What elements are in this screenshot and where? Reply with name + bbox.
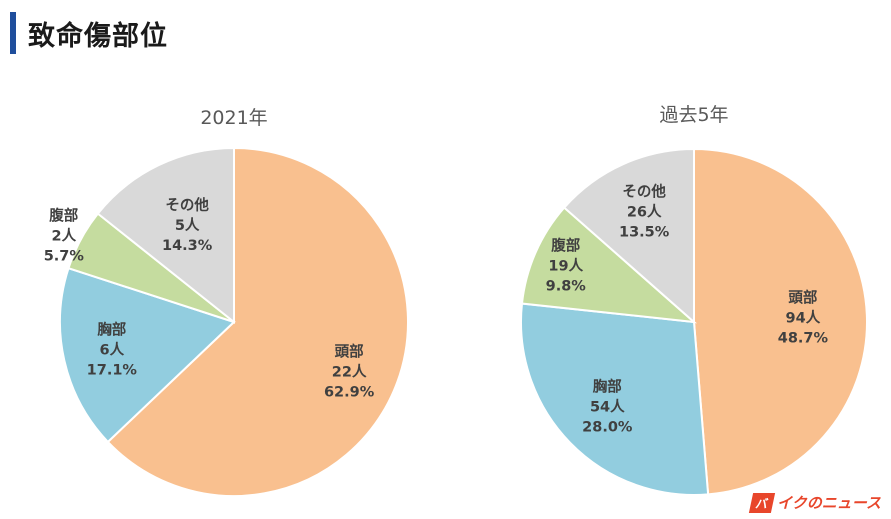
slice-label-chest-count-0: 6人 xyxy=(100,342,125,359)
slice-label-chest-pct-0: 17.1% xyxy=(87,363,138,379)
slice-label-head-count-0: 22人 xyxy=(332,363,367,380)
pie-slice-chest-0 xyxy=(59,266,236,444)
slice-label-chest-count-1: 54人 xyxy=(590,399,625,416)
pie-slice-head-1 xyxy=(693,147,868,496)
slice-label-other-pct-1: 13.5% xyxy=(619,225,670,241)
slice-label-other-name-0: その他 xyxy=(165,196,209,214)
slice-label-head-name-0: 頭部 xyxy=(335,342,364,360)
slice-label-other-count-1: 26人 xyxy=(627,204,662,221)
page-title: 致命傷部位 xyxy=(28,20,168,52)
slice-label-abdomen-pct-0: 5.7% xyxy=(44,248,85,264)
slice-label-other-count-0: 5人 xyxy=(175,217,200,234)
slice-label-head-pct-1: 48.7% xyxy=(778,331,829,347)
slice-label-abdomen-count-1: 19人 xyxy=(548,258,583,275)
slice-label-other-name-1: その他 xyxy=(622,183,666,201)
slice-label-head-pct-0: 62.9% xyxy=(324,384,375,400)
pie-slice-chest-1 xyxy=(520,302,710,496)
slice-label-head-name-1: 頭部 xyxy=(788,289,817,307)
logo-mark: バ xyxy=(748,492,776,513)
heading-accent-bar xyxy=(10,12,16,54)
pie-slice-head-0 xyxy=(106,146,409,497)
chart-title-5years: 過去5年 xyxy=(659,104,728,126)
slice-label-head-count-1: 94人 xyxy=(786,310,821,327)
chart-title-2021: 2021年 xyxy=(200,107,267,129)
site-logo: バ イクのニュース xyxy=(748,492,881,513)
pie-slice-other-0 xyxy=(96,146,235,325)
section-heading: 致命傷部位 xyxy=(10,8,168,58)
slice-label-chest-name-1: 胸部 xyxy=(593,378,622,396)
pie-slice-other-1 xyxy=(562,147,695,325)
slice-label-abdomen-name-0: 腹部 xyxy=(49,206,78,224)
slice-label-abdomen-pct-1: 9.8% xyxy=(546,279,587,295)
slice-label-abdomen-count-0: 2人 xyxy=(52,227,77,244)
slice-label-other-pct-0: 14.3% xyxy=(162,238,213,254)
slice-label-abdomen-name-1: 腹部 xyxy=(551,237,580,255)
slice-label-chest-name-0: 胸部 xyxy=(97,321,126,339)
pie-slice-abdomen-1 xyxy=(520,206,698,324)
logo-text: イクのニュース xyxy=(777,494,881,512)
slice-label-chest-pct-1: 28.0% xyxy=(582,420,633,436)
